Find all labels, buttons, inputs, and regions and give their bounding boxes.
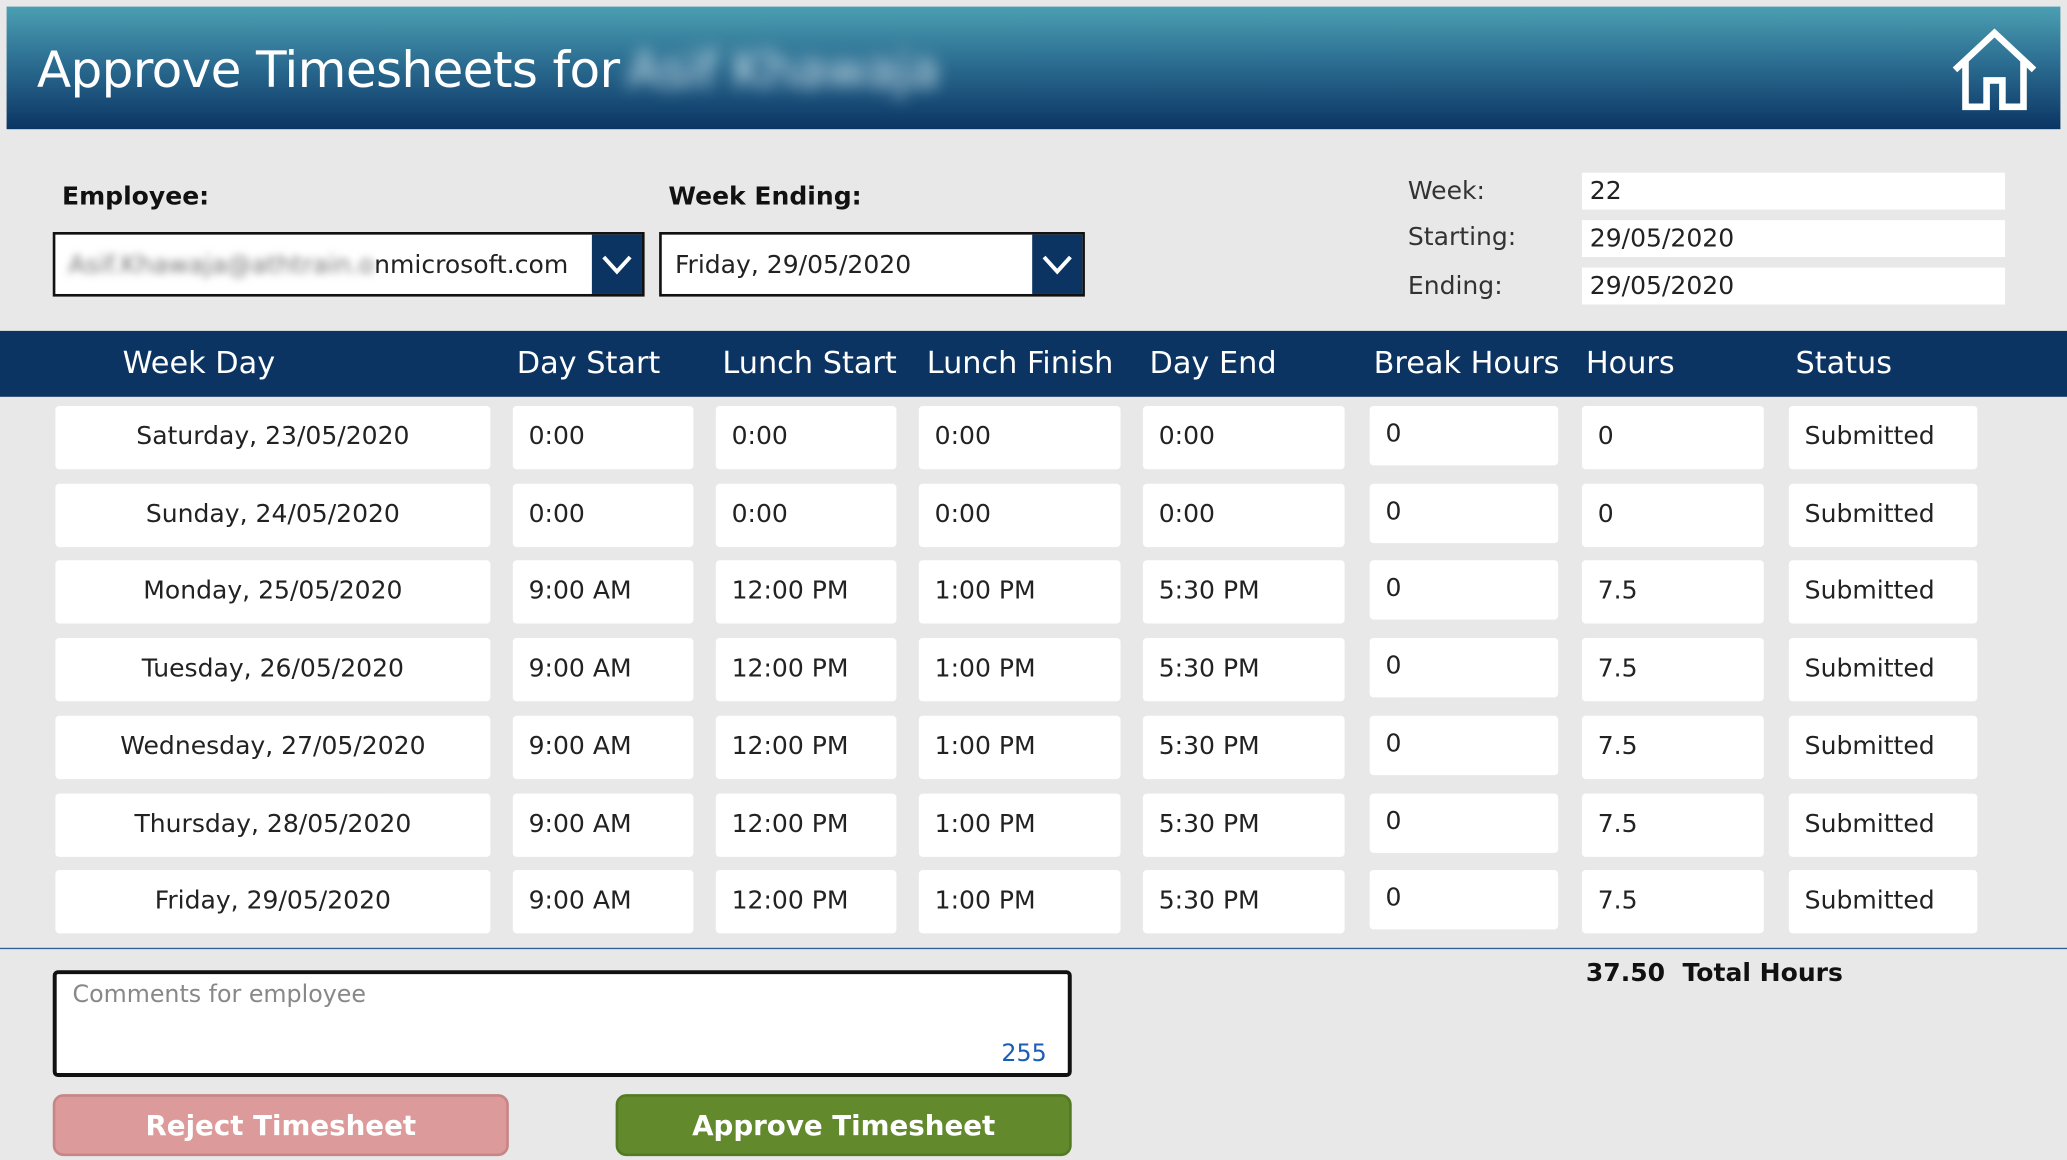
column-header-status[interactable]: Status [1795,346,1893,381]
cell-status: Submitted [1788,715,1978,779]
cell-break-hours: 0 [1369,792,1559,853]
character-counter: 255 [1001,1040,1047,1068]
cell-lunch-finish: 1:00 PM [918,870,1121,934]
cell-day-start: 9:00 AM [512,560,694,625]
total-hours-label: Total Hours [1682,958,1843,988]
cell-break-hours: 0 [1369,560,1559,621]
cell-lunch-finish: 1:00 PM [918,792,1121,857]
header-bar: Approve Timesheets for Asif Khawaja [6,6,2061,130]
cell-week-day: Monday, 25/05/2020 [55,560,491,625]
employee-value-blurred: Asif.Khawaja@athtrain.o [68,250,375,280]
cell-hours: 7.5 [1581,638,1764,702]
cell-hours: 7.5 [1581,715,1764,779]
employee-dropdown[interactable]: Asif.Khawaja@athtrain.onmicrosoft.com [52,232,645,297]
cell-day-start: 9:00 AM [512,638,694,702]
cell-status: Submitted [1788,870,1978,934]
starting-label: Starting: [1407,222,1517,252]
cell-day-start: 9:00 AM [512,870,694,934]
chevron-down-icon[interactable] [591,234,642,294]
cell-day-end: 5:30 PM [1142,560,1345,625]
cell-day-start: 9:00 AM [512,715,694,779]
cell-hours: 0 [1581,483,1764,547]
employee-value: Asif.Khawaja@athtrain.onmicrosoft.com [69,250,569,279]
cell-day-start: 0:00 [512,406,694,470]
column-header-lunch-start[interactable]: Lunch Start [722,346,897,381]
cell-lunch-finish: 0:00 [918,483,1121,547]
week-ending-dropdown[interactable]: Friday, 29/05/2020 [659,232,1085,297]
column-header-day-start[interactable]: Day Start [516,346,661,381]
column-header-break-hours[interactable]: Break Hours [1373,346,1560,381]
total-hours: 37.50 Total Hours [1586,958,1843,987]
cell-break-hours: 0 [1369,638,1559,698]
cell-status: Submitted [1788,406,1978,470]
cell-week-day: Tuesday, 26/05/2020 [55,638,491,702]
comments-placeholder: Comments for employee [72,980,366,1009]
cell-break-hours: 0 [1369,406,1559,466]
approve-timesheet-button[interactable]: Approve Timesheet [615,1094,1072,1157]
employee-label: Employee: [61,181,210,211]
home-icon[interactable] [1947,25,2042,112]
ending-label: Ending: [1407,271,1503,301]
cell-day-end: 5:30 PM [1142,638,1345,702]
chevron-down-icon[interactable] [1032,234,1083,294]
cell-day-start: 9:00 AM [512,792,694,857]
cell-week-day: Sunday, 24/05/2020 [55,483,491,547]
cell-day-end: 5:30 PM [1142,715,1345,779]
starting-field: 29/05/2020 [1581,220,2006,258]
column-header-hours[interactable]: Hours [1585,346,1675,381]
employee-value-domain: nmicrosoft.com [374,250,569,280]
cell-break-hours: 0 [1369,483,1559,543]
cell-hours: 7.5 [1581,560,1764,625]
cell-lunch-finish: 0:00 [918,406,1121,470]
reject-timesheet-button[interactable]: Reject Timesheet [52,1094,509,1157]
cell-break-hours: 0 [1369,715,1559,775]
comments-input[interactable]: Comments for employee 255 [52,970,1072,1078]
cell-lunch-start: 12:00 PM [715,638,897,702]
cell-week-day: Friday, 29/05/2020 [55,870,491,934]
cell-week-day: Saturday, 23/05/2020 [55,406,491,470]
cell-day-end: 0:00 [1142,406,1345,470]
cell-day-end: 0:00 [1142,483,1345,547]
week-field: 22 [1581,172,2006,210]
week-ending-value: Friday, 29/05/2020 [674,250,912,280]
cell-lunch-start: 12:00 PM [715,715,897,779]
cell-status: Submitted [1788,483,1978,547]
week-label: Week: [1407,176,1485,206]
cell-hours: 7.5 [1581,870,1764,934]
cell-lunch-start: 12:00 PM [715,792,897,857]
cell-status: Submitted [1788,560,1978,625]
divider [0,947,2067,950]
column-header-week-day[interactable]: Week Day [122,346,276,381]
cell-break-hours: 0 [1369,870,1559,930]
cell-lunch-start: 0:00 [715,406,897,470]
cell-lunch-finish: 1:00 PM [918,715,1121,779]
cell-lunch-finish: 1:00 PM [918,638,1121,702]
cell-status: Submitted [1788,638,1978,702]
column-header-day-end[interactable]: Day End [1149,346,1277,381]
cell-day-start: 0:00 [512,483,694,547]
cell-day-end: 5:30 PM [1142,792,1345,857]
total-hours-value: 37.50 [1585,958,1666,988]
column-header-lunch-finish[interactable]: Lunch Finish [926,346,1114,381]
cell-day-end: 5:30 PM [1142,870,1345,934]
employee-name-blurred: Asif Khawaja [627,40,939,99]
page-title: Approve Timesheets for Asif Khawaja [36,40,940,99]
cell-status: Submitted [1788,792,1978,857]
cell-week-day: Thursday, 28/05/2020 [55,792,491,857]
cell-week-day: Wednesday, 27/05/2020 [55,715,491,779]
cell-lunch-start: 0:00 [715,483,897,547]
page-title-text: Approve Timesheets for [36,40,620,99]
cell-hours: 0 [1581,406,1764,470]
cell-hours: 7.5 [1581,792,1764,857]
table-header: Week Day Day Start Lunch Start Lunch Finish… [0,330,2067,397]
week-ending-label: Week Ending: [668,181,862,211]
cell-lunch-finish: 1:00 PM [918,560,1121,625]
cell-lunch-start: 12:00 PM [715,560,897,625]
cell-lunch-start: 12:00 PM [715,870,897,934]
ending-field: 29/05/2020 [1581,267,2006,305]
